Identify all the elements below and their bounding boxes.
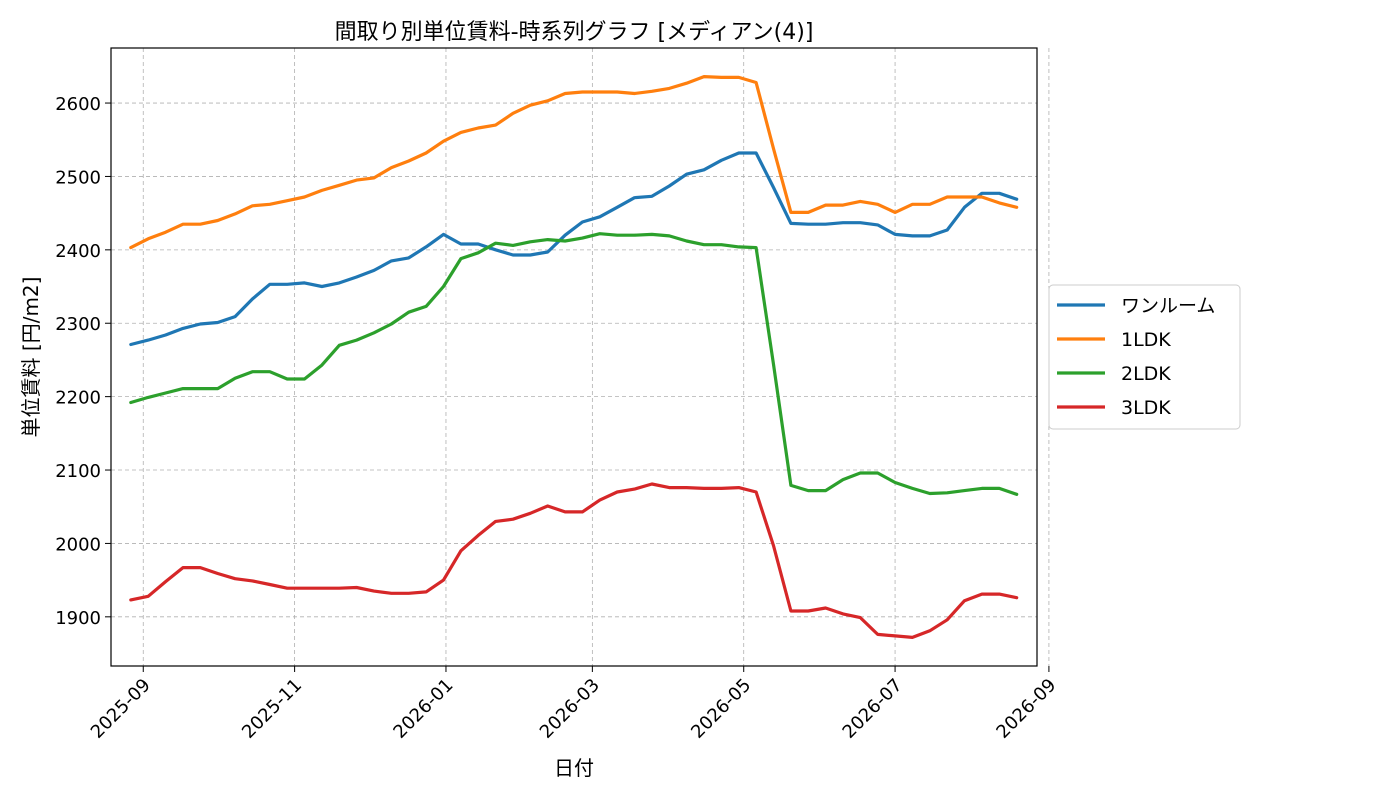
series-line-3 — [129, 232, 1019, 496]
x-tick-label: 2025-11 — [238, 675, 306, 743]
x-tick-label: 2026-09 — [992, 675, 1060, 743]
y-axis-label: 単位賃料 [円/m2] — [19, 277, 43, 438]
chart-title: 間取り別単位賃料-時系列グラフ [メディアン(4)] — [335, 20, 814, 45]
legend-label: 3LDK — [1121, 397, 1171, 419]
plot-frame — [110, 47, 1038, 667]
series-lines — [129, 74, 1019, 640]
y-tick-label: 1900 — [55, 608, 101, 629]
series-line-1 — [129, 151, 1019, 347]
x-tick-label: 2026-03 — [536, 675, 604, 743]
legend-label: 1LDK — [1121, 329, 1171, 351]
legend-box — [1048, 284, 1241, 430]
y-tick-label: 2000 — [55, 534, 101, 555]
y-tick-label: 2300 — [55, 314, 101, 335]
y-axis: 1900 2000 2100 2200 2300 2400 2500 2600 — [55, 94, 111, 629]
series-line-4 — [129, 482, 1019, 640]
y-tick-label: 2600 — [55, 94, 101, 115]
x-tick-label: 2026-07 — [839, 675, 907, 743]
y-tick-label: 2200 — [55, 388, 101, 409]
y-tick-label: 2100 — [55, 461, 101, 482]
x-tick-label: 2026-05 — [687, 675, 755, 743]
grid — [111, 48, 1050, 666]
y-tick-label: 2500 — [55, 167, 101, 188]
legend: ワンルーム 1LDK 2LDK 3LDK — [1048, 284, 1241, 430]
x-axis-label: 日付 — [554, 756, 594, 780]
series-line-2 — [129, 74, 1019, 250]
x-tick-label: 2026-01 — [389, 675, 457, 743]
legend-label: ワンルーム — [1121, 295, 1215, 317]
x-tick-label: 2025-09 — [87, 675, 155, 743]
legend-label: 2LDK — [1121, 363, 1171, 385]
y-tick-label: 2400 — [55, 241, 101, 262]
x-axis: 2025-09 2025-11 2026-01 2026-03 2026-05 2026-… — [87, 666, 1060, 743]
